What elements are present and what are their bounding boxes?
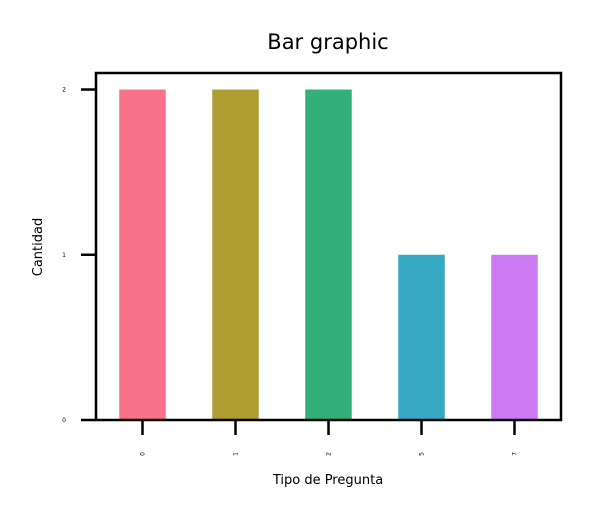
bar-7 — [491, 254, 538, 420]
y-tick-label: 0 — [62, 417, 66, 424]
x-tick-label: 7 — [512, 452, 519, 456]
y-axis-label: Cantidad — [31, 218, 46, 276]
y-tick-label: 2 — [62, 87, 66, 94]
plot-frame — [94, 71, 563, 422]
x-ticks-group: 0 1 2 5 7 — [140, 420, 519, 456]
x-axis-label: Tipo de Pregunta — [272, 473, 383, 488]
chart-title: Bar graphic — [267, 30, 388, 54]
y-ticks-group: 0 1 2 — [62, 87, 96, 424]
x-tick-label: 5 — [419, 452, 426, 456]
bar-0 — [119, 89, 166, 421]
bar-1 — [212, 89, 259, 421]
x-tick-label: 2 — [326, 452, 333, 456]
x-tick-label: 1 — [233, 452, 240, 456]
y-tick-label: 1 — [62, 252, 66, 259]
bars-group — [119, 89, 538, 421]
bar-5 — [398, 254, 445, 420]
bar-2 — [305, 89, 352, 421]
x-tick-label: 0 — [140, 452, 147, 456]
